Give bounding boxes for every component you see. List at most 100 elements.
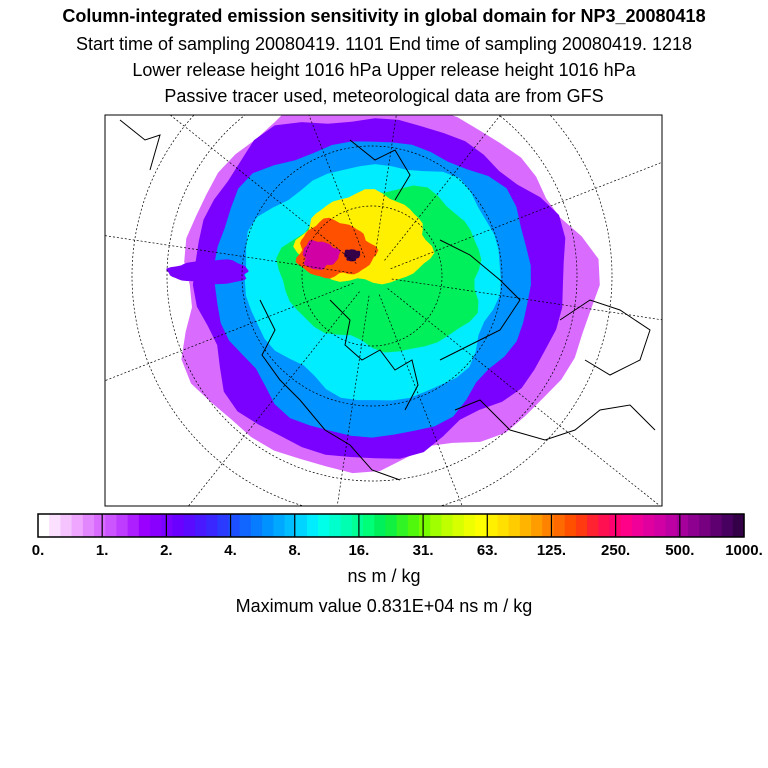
colorbar-swatch xyxy=(631,514,644,537)
colorbar-tick-label: 125. xyxy=(537,542,566,559)
colorbar-swatch xyxy=(262,514,274,537)
latitude-circle xyxy=(166,115,578,482)
colorbar-tick-labels: 0. 1. 2. 4. 8. 16. 31. 63. 125. 250. 500. 1000. xyxy=(32,542,763,559)
coastline xyxy=(454,399,656,441)
colorbar-swatch xyxy=(161,514,174,537)
colorbar-swatch xyxy=(71,514,84,537)
colorbar-swatch xyxy=(732,514,745,537)
colorbar-swatch xyxy=(531,514,543,537)
colorbar-swatch xyxy=(138,514,151,537)
colorbar-tick-label: 2. xyxy=(160,542,173,559)
colorbar-tick-label: 16. xyxy=(348,542,369,559)
colorbar-swatch xyxy=(620,514,633,537)
meridian-line xyxy=(105,282,354,382)
colorbar-swatch xyxy=(598,514,611,537)
colorbar-swatch xyxy=(329,514,342,537)
colorbar-swatch xyxy=(587,514,599,537)
colorbar-tick-label: 250. xyxy=(601,542,630,559)
colorbar-swatch xyxy=(475,514,487,537)
map-plot-area xyxy=(105,115,662,506)
colorbar-swatch xyxy=(699,514,711,537)
colorbar-swatch xyxy=(643,514,655,537)
colorbar-swatch xyxy=(340,514,353,537)
colorbar-swatch xyxy=(194,514,207,537)
colorbar-swatch xyxy=(542,514,555,537)
colorbar-swatch xyxy=(306,514,319,537)
sensitivity-plume xyxy=(166,259,249,285)
colorbar-swatch xyxy=(654,514,667,537)
colorbar-swatch xyxy=(553,514,566,537)
chart-title: Column-integrated emission sensitivity i… xyxy=(62,6,706,26)
colorbar-swatch xyxy=(519,514,532,537)
colorbar-tick-label: 63. xyxy=(477,542,498,559)
coastline xyxy=(439,239,521,361)
map-frame xyxy=(104,114,663,507)
colorbar-tick-label: 500. xyxy=(665,542,694,559)
colorbar-swatch xyxy=(385,514,398,537)
colorbar-unit-label: ns m / kg xyxy=(347,566,421,586)
colorbar-swatch xyxy=(710,514,723,537)
colorbar xyxy=(37,513,745,538)
colorbar-swatch xyxy=(38,514,50,537)
colorbar-swatch xyxy=(116,514,129,537)
sampling-times: Start time of sampling 20080419. 1101 En… xyxy=(75,34,693,54)
colorbar-swatch xyxy=(284,514,297,537)
colorbar-swatch xyxy=(127,514,140,537)
latitude-circle xyxy=(131,115,613,506)
colorbar-swatch xyxy=(82,514,95,537)
colorbar-swatch xyxy=(486,514,499,537)
colorbar-swatch xyxy=(452,514,465,537)
colorbar-swatch xyxy=(183,514,196,537)
colorbar-border xyxy=(37,513,745,538)
colorbar-tick-label: 8. xyxy=(288,542,301,559)
release-heights: Lower release height 1016 hPa Upper rele… xyxy=(132,60,636,80)
colorbar-swatch xyxy=(49,514,62,537)
meridian-line xyxy=(169,115,357,264)
coastline xyxy=(559,299,651,376)
coastline xyxy=(259,299,401,481)
meridian-line xyxy=(336,295,370,506)
meridian-line xyxy=(391,278,662,321)
colorbar-swatch xyxy=(250,514,263,537)
coastline xyxy=(119,119,161,171)
colorbar-swatch xyxy=(497,514,510,537)
colorbar-swatch xyxy=(60,514,73,537)
colorbar-swatch xyxy=(150,514,162,537)
colorbar-swatch xyxy=(441,514,454,537)
colorbar-swatch xyxy=(676,514,689,537)
colorbar-tick-label: 1. xyxy=(96,542,109,559)
colorbar-swatch xyxy=(206,514,218,537)
colorbar-swatch xyxy=(351,514,364,537)
colorbar-swatch xyxy=(318,514,330,537)
colorbar-swatch xyxy=(665,514,678,537)
colorbar-swatch xyxy=(687,514,700,537)
colorbar-tick-label: 4. xyxy=(224,542,237,559)
meridian-line xyxy=(187,291,360,506)
meridian-line xyxy=(390,161,662,270)
colorbar-swatch xyxy=(228,514,241,537)
colorbar-swatch xyxy=(362,514,375,537)
colorbar-swatch xyxy=(407,514,420,537)
maximum-value-label: Maximum value 0.831E+04 ns m / kg xyxy=(235,596,533,616)
colorbar-swatch xyxy=(273,514,286,537)
meridian-line xyxy=(387,288,661,506)
colorbar-swatch xyxy=(575,514,588,537)
coastline xyxy=(329,299,419,411)
colorbar-swatch xyxy=(463,514,476,537)
colorbar-swatch xyxy=(396,514,409,537)
colorbar-tick-label: 0. xyxy=(32,542,45,559)
colorbar-swatch xyxy=(374,514,386,537)
colorbar-swatch xyxy=(217,514,230,537)
tracer-info: Passive tracer used, meteorological data… xyxy=(164,86,604,106)
colorbar-swatch xyxy=(564,514,577,537)
colorbar-tick-label: 1000. xyxy=(725,542,763,559)
colorbar-swatch xyxy=(419,514,431,537)
colorbar-swatch xyxy=(172,514,185,537)
colorbar-tick-label: 31. xyxy=(413,542,434,559)
sensitivity-zone-red-core xyxy=(302,240,341,270)
colorbar-swatch xyxy=(721,514,734,537)
coastline xyxy=(349,139,411,201)
colorbar-swatch xyxy=(94,514,106,537)
colorbar-swatch xyxy=(295,514,308,537)
